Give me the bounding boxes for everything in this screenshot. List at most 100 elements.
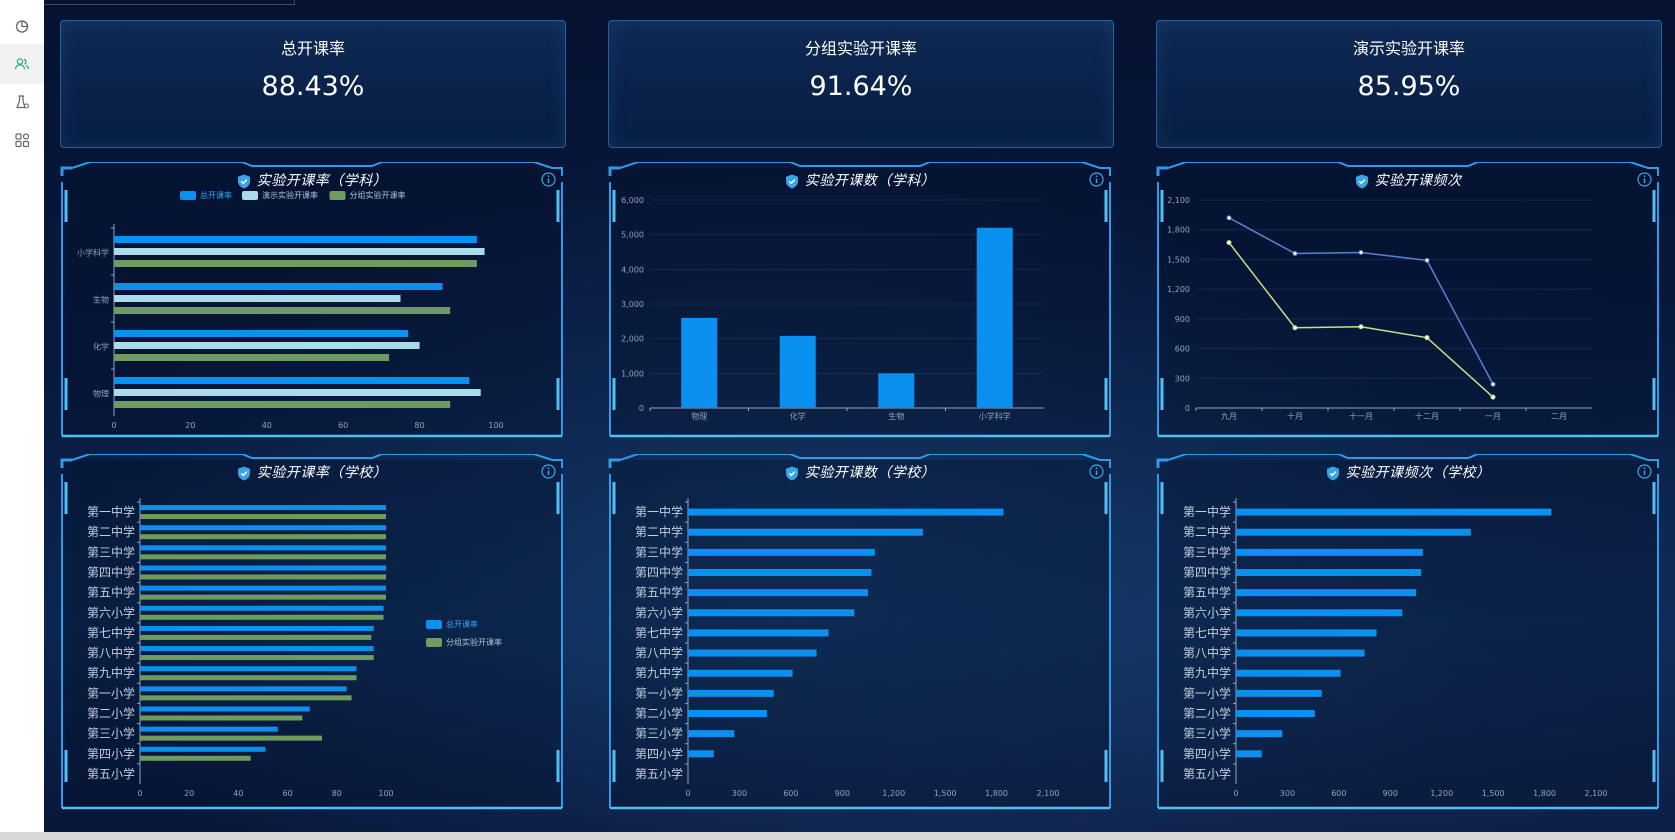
category-label: 十一月 [1349, 411, 1373, 421]
bar [688, 689, 774, 697]
panel-subject-rate: 0 20 40 60 80 100 小学科学 生物 化学 物理 总开课率 演示实验开课率 分组实验开课率… [60, 162, 564, 438]
category-label: 一月 [1485, 412, 1501, 421]
kpi-card-total-rate: 总开课率 88.43% [60, 20, 566, 148]
nav-item-overview[interactable] [0, 6, 44, 46]
shield-icon [237, 466, 250, 480]
bar [140, 585, 386, 591]
category-label: 第五小学 [87, 766, 135, 781]
x-tick-label: 20 [185, 421, 195, 430]
legend-label: 总开课率 [200, 190, 232, 200]
kpi-value: 85.95% [1357, 71, 1461, 102]
category-label: 小学科学 [979, 411, 1011, 421]
bar [140, 525, 386, 531]
bar [1236, 750, 1262, 758]
panel-frequency: 0 300 600 900 1,200 1,500 1,800 2,100 九月 十月 十一月 十二月… [1156, 162, 1660, 438]
bar [1236, 528, 1471, 536]
category-label: 第四小学 [635, 746, 683, 761]
bar [1236, 589, 1416, 597]
x-tick-label: 1,200 [1430, 789, 1453, 798]
bar [1236, 548, 1423, 556]
nav-item-lab[interactable] [0, 82, 44, 122]
info-icon[interactable] [541, 464, 556, 479]
series-line [1228, 242, 1494, 398]
info-icon[interactable] [1637, 172, 1652, 187]
bar [878, 373, 915, 408]
bar [688, 508, 1004, 516]
y-tick-label: 600 [1175, 345, 1190, 354]
bar [1236, 710, 1315, 717]
x-tick-label: 1,800 [1533, 789, 1556, 798]
legend-swatch [426, 620, 442, 629]
bar [1236, 508, 1552, 516]
data-point [1358, 249, 1364, 255]
bar [114, 260, 477, 267]
y-tick-label: 1,500 [1167, 255, 1190, 264]
bar [114, 248, 485, 255]
bar [688, 730, 735, 738]
info-icon[interactable] [541, 172, 556, 187]
bar [681, 317, 718, 408]
bar [688, 649, 817, 657]
x-tick-label: 40 [233, 789, 243, 798]
kpi-card-demo-rate: 演示实验开课率 85.95% [1156, 20, 1662, 148]
x-tick-label: 80 [332, 789, 342, 798]
info-icon[interactable] [1089, 172, 1104, 187]
bar [779, 335, 816, 408]
category-label: 第二小学 [87, 706, 135, 721]
bar [114, 307, 451, 314]
x-tick-label: 20 [184, 789, 194, 798]
category-label: 第一中学 [1183, 504, 1231, 519]
panel-title: 实验开课率（学校） [256, 465, 388, 481]
bar [140, 746, 266, 752]
legend-swatch [329, 191, 346, 200]
bar [688, 629, 829, 637]
bar [140, 686, 347, 692]
category-label: 第五中学 [635, 585, 683, 600]
x-tick-label: 100 [488, 421, 503, 430]
bar [140, 634, 372, 640]
kpi-value: 88.43% [261, 71, 365, 102]
bar [1236, 629, 1377, 637]
data-point [1226, 240, 1232, 246]
panel-school-rate: 0 20 40 60 80 100 第一中学 第二中学 第三中学 第四中学 第五中学 第六小学 第七中学… [60, 454, 564, 810]
category-label: 第三中学 [1183, 544, 1231, 559]
category-label: 第九中学 [1183, 665, 1231, 680]
series-line [1228, 217, 1494, 385]
y-tick-label: 900 [1175, 315, 1190, 324]
legend-swatch [180, 191, 196, 200]
x-tick-label: 1,500 [934, 789, 957, 798]
bar [114, 283, 443, 290]
y-tick-label: 2,100 [1167, 196, 1190, 205]
kpi-title: 演示实验开课率 [1352, 39, 1465, 58]
category-label: 第六小学 [87, 605, 135, 620]
x-tick-label: 100 [378, 789, 393, 798]
bar [688, 528, 923, 536]
info-icon[interactable] [1637, 464, 1652, 479]
x-tick-label: 0 [111, 421, 116, 430]
nav-item-users[interactable] [0, 44, 44, 84]
bar [140, 755, 251, 761]
x-tick-label: 0 [1233, 789, 1238, 798]
data-point [1424, 257, 1430, 263]
bar [1236, 609, 1403, 617]
kpi-title: 总开课率 [280, 39, 345, 58]
x-tick-label: 40 [262, 421, 272, 430]
y-tick-label: 0 [639, 404, 644, 413]
info-icon[interactable] [1089, 464, 1104, 479]
category-label: 第六小学 [1183, 605, 1231, 620]
category-label: 第五小学 [635, 766, 683, 781]
category-label: 二月 [1551, 412, 1567, 421]
x-tick-label: 1,500 [1482, 789, 1505, 798]
y-tick-label: 1,200 [1167, 285, 1190, 294]
category-label: 第二中学 [635, 524, 683, 539]
bottom-bar [0, 832, 1675, 840]
category-label: 第九中学 [87, 665, 135, 680]
nav-item-apps[interactable] [0, 120, 44, 160]
category-label: 第三小学 [87, 726, 135, 741]
bar [688, 710, 767, 717]
bar [140, 655, 374, 661]
frequency-chart: 0 300 600 900 1,200 1,500 1,800 2,100 九月 十月 十一月 十二月… [1167, 196, 1592, 421]
shield-icon [785, 466, 798, 480]
data-point [1490, 381, 1496, 387]
bar [1236, 669, 1341, 677]
